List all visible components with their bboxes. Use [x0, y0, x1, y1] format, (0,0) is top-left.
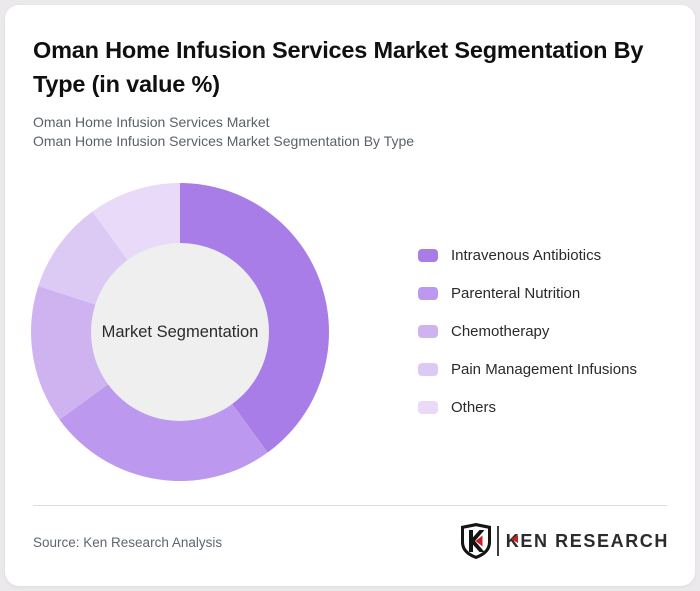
chart-subtitles: Oman Home Infusion Services Market Oman … — [33, 113, 653, 151]
logo-wordmark: K EN RESEARCH — [506, 531, 669, 552]
ken-research-logo: K EN RESEARCH — [460, 523, 669, 559]
legend: Intravenous Antibiotics Parenteral Nutrit… — [418, 246, 637, 417]
logo-rest: EN RESEARCH — [520, 530, 669, 551]
legend-swatch-icon — [418, 287, 438, 300]
legend-swatch-icon — [418, 401, 438, 414]
chart-title: Oman Home Infusion Services Market Segme… — [33, 37, 644, 97]
legend-label: Chemotherapy — [451, 323, 550, 340]
legend-label: Intravenous Antibiotics — [451, 247, 602, 264]
subtitle-line-2: Oman Home Infusion Services Market Segme… — [33, 133, 415, 149]
legend-label: Others — [451, 399, 497, 416]
donut-chart: Market Segmentation — [31, 183, 329, 481]
legend-item-chemotherapy: Chemotherapy — [418, 322, 637, 341]
legend-item-intravenous-antibiotics: Intravenous Antibiotics — [418, 246, 637, 265]
legend-item-others: Others — [418, 398, 637, 417]
legend-label: Pain Management Infusions — [451, 361, 637, 378]
source-text: Source: Ken Research Analysis — [33, 535, 223, 550]
donut-inner-circle — [91, 243, 269, 421]
legend-label: Parenteral Nutrition — [451, 285, 581, 302]
legend-item-pain-management-infusions: Pain Management Infusions — [418, 360, 637, 379]
legend-swatch-icon — [418, 249, 438, 262]
logo-red-triangle-icon — [511, 535, 519, 543]
subtitle-line-1: Oman Home Infusion Services Market — [33, 114, 270, 130]
legend-item-parenteral-nutrition: Parenteral Nutrition — [418, 284, 637, 303]
logo-divider-bar — [496, 526, 499, 556]
donut-svg — [31, 183, 329, 481]
logo-letter-k: K — [505, 530, 521, 551]
footer-divider — [33, 505, 667, 506]
legend-swatch-icon — [418, 363, 438, 376]
legend-swatch-icon — [418, 325, 438, 338]
shield-k-icon — [460, 523, 491, 559]
